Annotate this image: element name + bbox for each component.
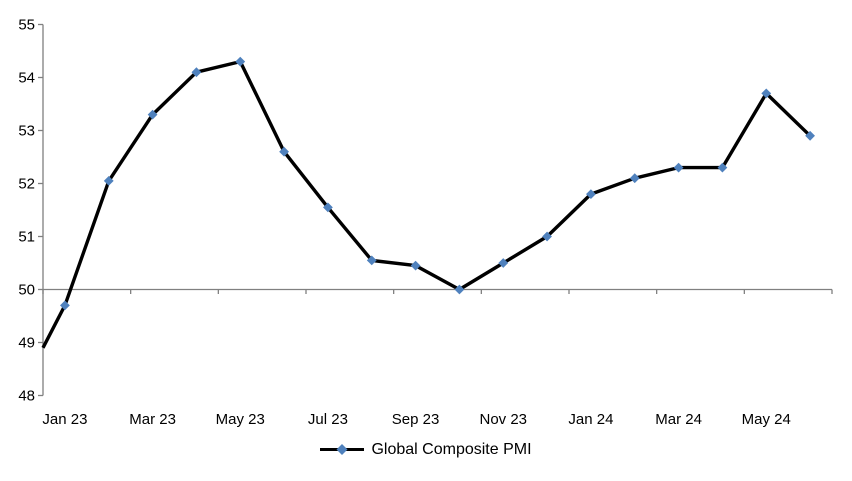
data-point-marker: [60, 300, 70, 311]
data-point-marker: [629, 173, 640, 184]
data-point-marker: [235, 56, 246, 67]
data-point-marker: [673, 162, 684, 173]
data-point-marker: [586, 189, 596, 199]
data-point-marker: [147, 109, 158, 120]
data-point-marker: [761, 88, 772, 99]
x-axis-label: Mar 23: [129, 411, 176, 428]
x-axis-label: Nov 23: [479, 411, 527, 428]
legend: Global Composite PMI: [0, 441, 852, 458]
data-point-marker: [805, 130, 815, 141]
legend-marker-sample: [336, 444, 348, 455]
data-point-marker: [410, 260, 421, 271]
x-axis-label: Jul 23: [308, 411, 348, 428]
x-axis-label: Sep 23: [392, 411, 440, 428]
data-point-marker: [103, 175, 114, 186]
data-point-marker: [717, 162, 728, 173]
y-axis-label: 49: [18, 335, 35, 352]
data-point-marker: [454, 284, 465, 295]
y-axis-label: 54: [18, 70, 35, 87]
data-point-marker: [366, 255, 377, 266]
x-axis-label: Jan 23: [42, 411, 87, 428]
data-point-marker: [323, 202, 333, 213]
data-point-marker: [498, 258, 509, 268]
x-axis-label: May 24: [742, 411, 791, 428]
data-point-marker: [191, 67, 202, 78]
x-axis-label: Jan 24: [568, 411, 613, 428]
y-axis-label: 53: [18, 123, 35, 140]
pmi-line: [41, 59, 812, 349]
y-axis-label: 52: [18, 176, 35, 193]
x-axis-label: May 23: [216, 411, 265, 428]
data-point-marker: [279, 146, 289, 157]
x-axis-label: Mar 24: [655, 411, 702, 428]
data-point-marker: [542, 231, 552, 242]
y-axis-label: 50: [18, 282, 35, 299]
legend-line-marker-icon: [320, 444, 365, 455]
legend-label: Global Composite PMI: [371, 441, 532, 458]
y-axis-label: 48: [18, 388, 35, 405]
y-axis-label: 55: [18, 17, 35, 34]
y-axis-label: 51: [18, 229, 35, 246]
